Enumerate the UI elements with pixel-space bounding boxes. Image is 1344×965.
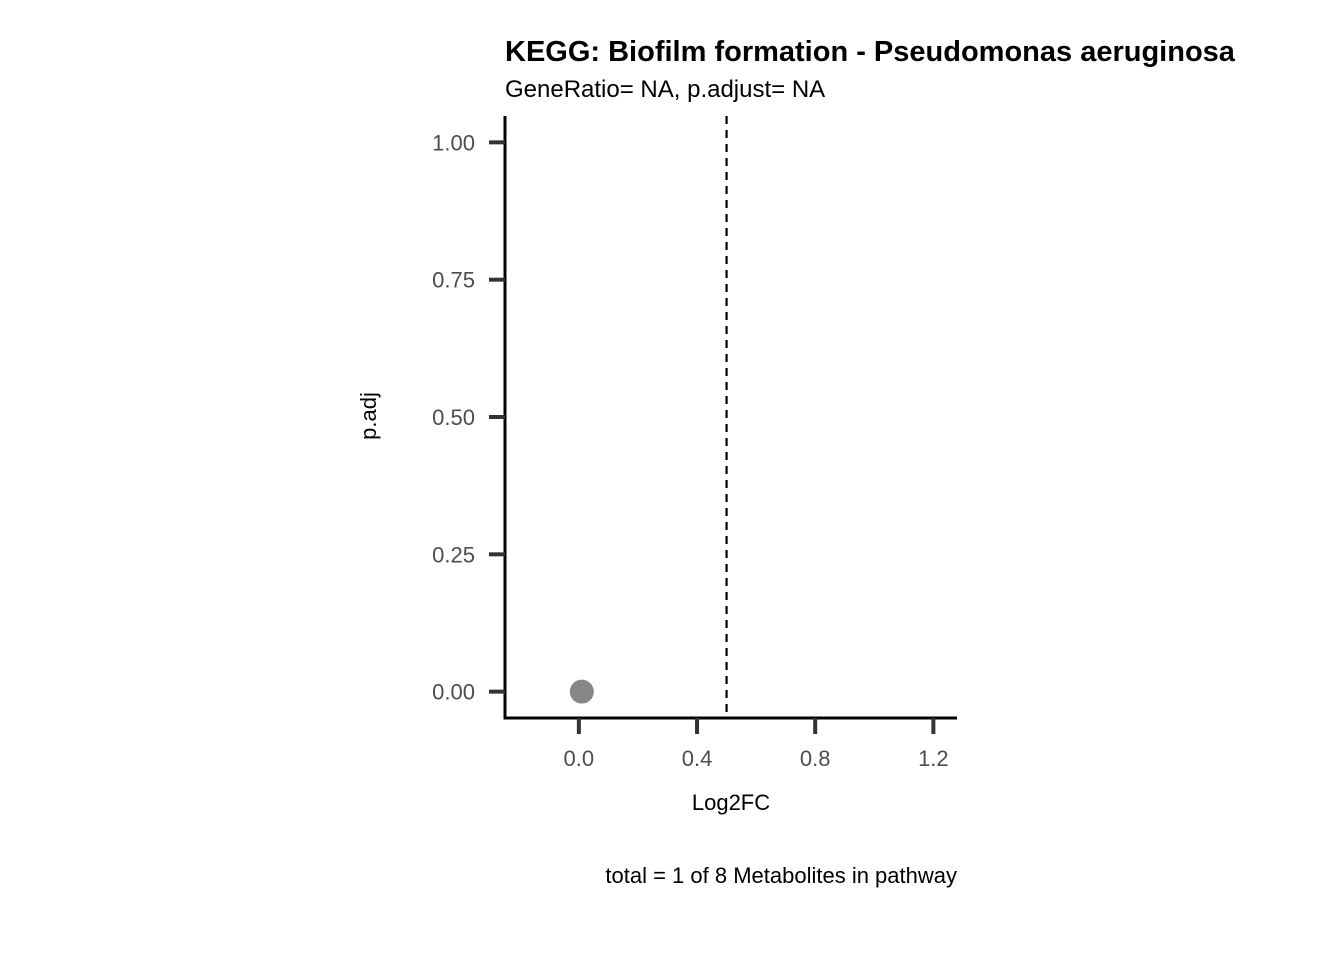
chart-title: KEGG: Biofilm formation - Pseudomonas ae… — [505, 36, 1236, 68]
data-point — [569, 679, 594, 704]
y-axis-label: p.adj — [356, 392, 381, 440]
chart-subtitle: GeneRatio= NA, p.adjust= NA — [505, 76, 825, 103]
y-tick-label: 0.50 — [432, 405, 475, 430]
x-tick-label: 0.4 — [682, 746, 713, 771]
y-tick-label: 1.00 — [432, 130, 475, 155]
y-axis: 0.00 0.25 0.50 0.75 1.00 — [432, 116, 507, 720]
y-tick-label: 0.25 — [432, 542, 475, 567]
x-tick-label: 1.2 — [918, 746, 949, 771]
x-axis: 0.0 0.4 0.8 1.2 — [503, 716, 957, 771]
y-tick-label: 0.00 — [432, 680, 475, 705]
x-tick-label: 0.8 — [800, 746, 831, 771]
x-tick-label: 0.0 — [564, 746, 595, 771]
x-axis-label: Log2FC — [692, 790, 770, 815]
data-points — [569, 679, 594, 704]
y-tick-label: 0.75 — [432, 268, 475, 293]
chart-caption: total = 1 of 8 Metabolites in pathway — [605, 863, 957, 888]
